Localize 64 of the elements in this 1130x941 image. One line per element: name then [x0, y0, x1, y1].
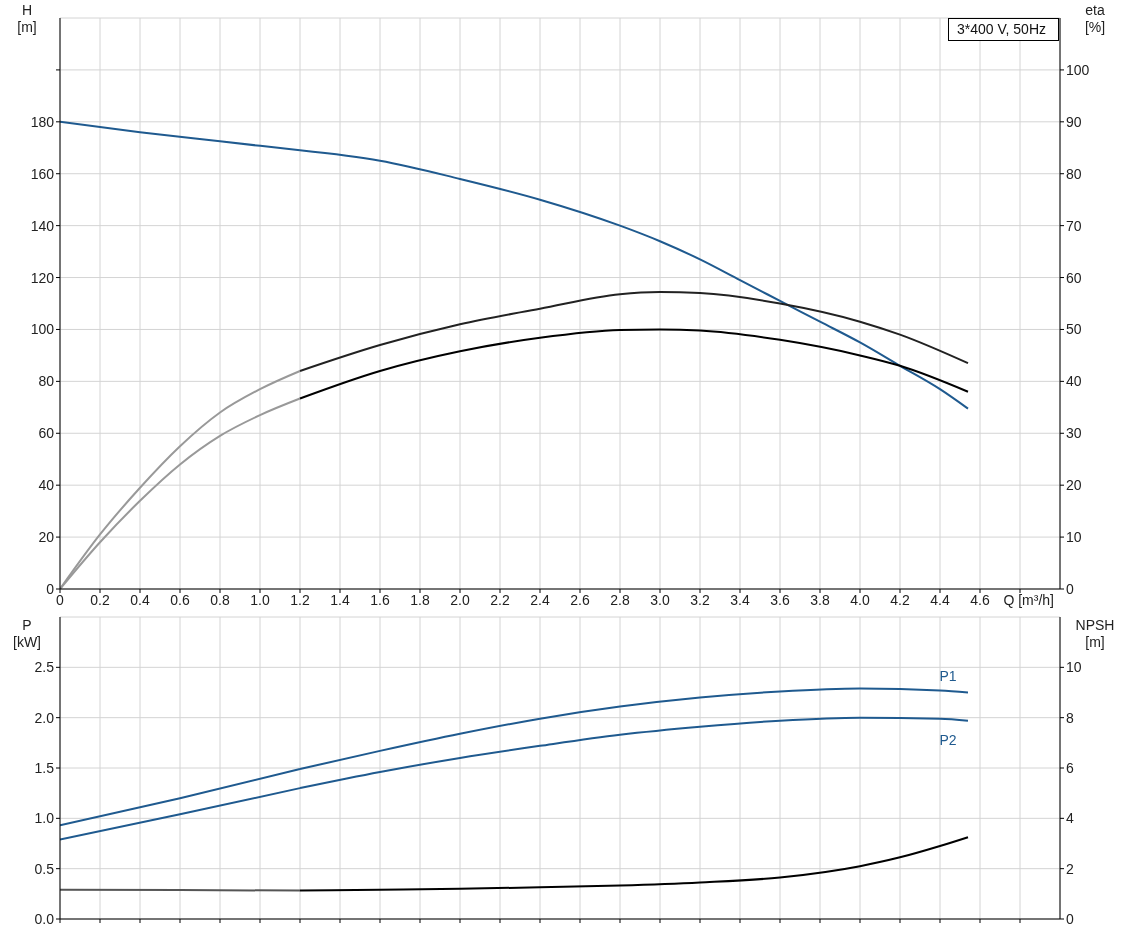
- x-tick-label: 2.0: [450, 591, 470, 608]
- x-tick-label: 2.8: [610, 591, 630, 608]
- y-axis-title: H [m]: [16, 2, 38, 36]
- x-tick-label: 2.2: [490, 591, 510, 608]
- x-tick-label: 0.8: [210, 591, 230, 608]
- x-tick-label: 2.4: [530, 591, 550, 608]
- x-tick-label: 3.8: [810, 591, 830, 608]
- y-tick-label: 20: [38, 529, 55, 546]
- x-tick-label: 0.4: [130, 591, 150, 608]
- y2-tick-label: 30: [1066, 425, 1082, 442]
- y-tick-label: 0.0: [34, 910, 55, 927]
- y2-tick-label: 0: [1066, 580, 1074, 597]
- x-tick-label: 1.6: [370, 591, 390, 608]
- y-tick-label: 0: [46, 580, 55, 597]
- y-tick-label: 1.5: [34, 759, 55, 776]
- y2-tick-label: 2: [1066, 860, 1074, 877]
- x-tick-label: 1.0: [250, 591, 270, 608]
- y2-tick-label: 50: [1066, 321, 1082, 338]
- y2-tick-label: 10: [1066, 529, 1082, 546]
- series-label: P1: [939, 667, 957, 684]
- y2-tick-label: 100: [1066, 61, 1090, 78]
- x-tick-label: 4.6: [970, 591, 990, 608]
- annotation: 3*400 V, 50Hz: [948, 18, 1059, 41]
- x-tick-label: 1.2: [290, 591, 310, 608]
- x-tick-label: 3.0: [650, 591, 670, 608]
- y2-tick-label: 70: [1066, 217, 1082, 234]
- y2-tick-label: 10: [1066, 659, 1082, 676]
- y2-tick-label: 0: [1066, 910, 1074, 927]
- x-tick-label: 3.2: [690, 591, 710, 608]
- y2-tick-label: 6: [1066, 759, 1074, 776]
- x-tick-label: 4.0: [850, 591, 870, 608]
- y-tick-label: 160: [30, 165, 55, 182]
- y2-tick-label: 40: [1066, 373, 1082, 390]
- y2-axis-title: eta [%]: [1083, 2, 1107, 36]
- x-tick-label: 2.6: [570, 591, 590, 608]
- y-tick-label: 60: [38, 425, 55, 442]
- y2-axis-title: NPSH [m]: [1074, 617, 1116, 651]
- y2-tick-label: 90: [1066, 113, 1082, 130]
- y-tick-label: 120: [30, 269, 55, 286]
- y-tick-label: 180: [30, 113, 55, 130]
- x-tick-label: 1.8: [410, 591, 430, 608]
- y-tick-label: 1.0: [34, 810, 55, 827]
- x-tick-label: 3.6: [770, 591, 790, 608]
- y-tick-label: 40: [38, 477, 55, 494]
- y2-tick-label: 4: [1066, 810, 1074, 827]
- y-tick-label: 2.0: [34, 709, 55, 726]
- x-tick-label: 1.4: [330, 591, 350, 608]
- y-axis-title: P [kW]: [12, 617, 42, 651]
- y2-tick-label: 8: [1066, 709, 1074, 726]
- y-tick-label: 0.5: [34, 860, 55, 877]
- x-tick-label: 0.6: [170, 591, 190, 608]
- y-tick-label: 2.5: [34, 659, 55, 676]
- x-axis-title: Q [m³/h]: [1003, 592, 1054, 608]
- x-tick-label: 3.4: [730, 591, 750, 608]
- y2-tick-label: 20: [1066, 477, 1082, 494]
- series-label: P2: [939, 731, 957, 748]
- y-tick-label: 80: [38, 373, 55, 390]
- x-tick-label: 4.2: [890, 591, 910, 608]
- y2-tick-label: 60: [1066, 269, 1082, 286]
- x-tick-label: 0.2: [90, 591, 110, 608]
- y-tick-label: 100: [30, 321, 55, 338]
- y-tick-label: 140: [30, 217, 55, 234]
- y2-tick-label: 80: [1066, 165, 1082, 182]
- x-tick-label: 4.4: [930, 591, 950, 608]
